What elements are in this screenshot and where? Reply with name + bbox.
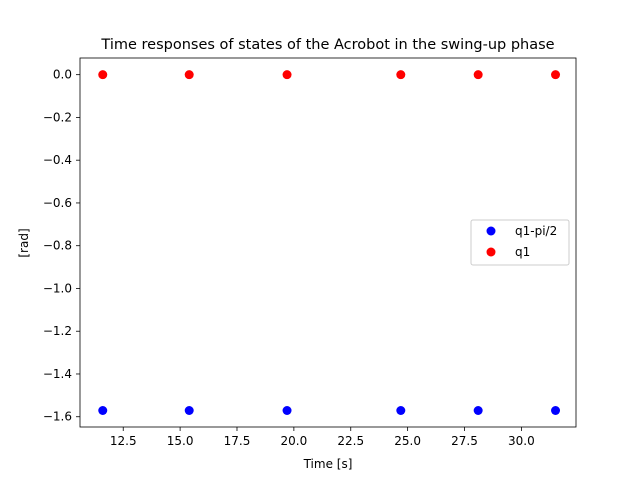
legend-marker xyxy=(486,226,496,236)
plot-border xyxy=(79,57,577,428)
y-tick-label: 0.0 xyxy=(53,68,72,82)
data-point xyxy=(473,70,483,80)
x-tick-label: 25.0 xyxy=(394,434,421,448)
data-point xyxy=(184,405,194,415)
legend: q1-pi/2 q1 xyxy=(470,219,570,266)
legend-label: q1 xyxy=(515,245,530,259)
data-point xyxy=(98,70,108,80)
x-axis: 12.5 15.0 17.5 20.0 22.5 25.0 27.5 30.0 xyxy=(110,427,535,448)
x-tick-label: 22.5 xyxy=(337,434,364,448)
y-tick-label: −0.8 xyxy=(43,239,72,253)
x-tick-label: 20.0 xyxy=(281,434,308,448)
data-point xyxy=(551,70,561,80)
x-axis-label: Time [s] xyxy=(303,457,353,471)
data-point xyxy=(282,405,292,415)
x-tick-label: 15.0 xyxy=(167,434,194,448)
data-point xyxy=(396,70,406,80)
y-tick-label: −1.6 xyxy=(43,410,72,424)
y-tick-label: −0.4 xyxy=(43,153,72,167)
y-tick-label: −1.0 xyxy=(43,281,72,295)
data-point xyxy=(551,405,561,415)
data-point xyxy=(473,405,483,415)
x-tick-label: 30.0 xyxy=(508,434,535,448)
legend-box xyxy=(470,219,570,266)
x-tick-label: 17.5 xyxy=(224,434,251,448)
legend-marker xyxy=(486,247,496,257)
y-axis-label: [rad] xyxy=(17,228,31,257)
y-tick-label: −0.2 xyxy=(43,110,72,124)
data-point xyxy=(98,405,108,415)
y-axis: 0.0 −0.2 −0.4 −0.6 −0.8 −1.0 −1.2 −1.4 −1.6 xyxy=(43,68,80,424)
data-point xyxy=(396,405,406,415)
x-tick-label: 12.5 xyxy=(110,434,137,448)
data-points xyxy=(98,70,561,415)
data-point xyxy=(282,70,292,80)
chart-title: Time responses of states of the Acrobot … xyxy=(100,37,554,53)
y-tick-label: −1.2 xyxy=(43,324,72,338)
legend-label: q1-pi/2 xyxy=(515,224,557,238)
data-point xyxy=(184,70,194,80)
y-tick-label: −1.4 xyxy=(43,367,72,381)
y-tick-label: −0.6 xyxy=(43,196,72,210)
x-tick-label: 27.5 xyxy=(451,434,478,448)
